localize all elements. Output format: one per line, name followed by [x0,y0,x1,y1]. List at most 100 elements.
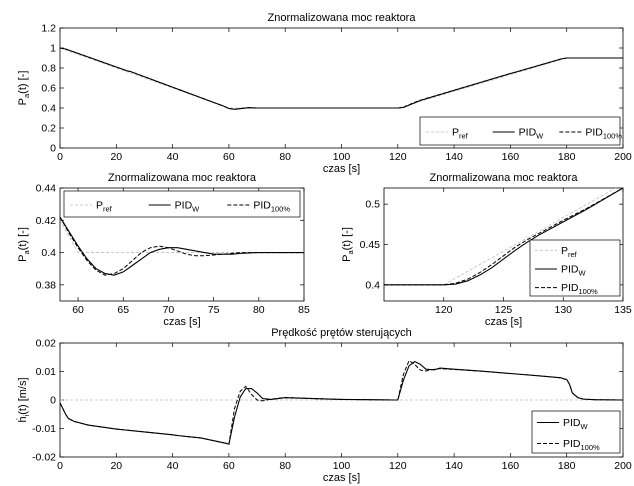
x-tick-label: 140 [445,151,463,163]
series-group [60,216,304,276]
y-axis-label-main: ḣ [16,416,29,422]
x-tick-label: 100 [333,151,351,163]
series-line-pid-100- [60,216,304,276]
x-tick-label: 200 [614,460,632,472]
x-axis-label: czas [s] [485,316,522,328]
y-tick-label: 0.01 [36,366,57,378]
legend-label-sub: 100% [579,287,599,296]
x-tick-label: 120 [389,151,407,163]
legend-label-main: PID [175,200,193,212]
series-group [60,359,623,445]
x-tick-label: 80 [279,151,291,163]
y-tick-label: 0.4 [41,103,56,115]
x-tick-label: 20 [110,460,122,472]
legend-box [63,190,301,218]
legend-label: PID100% [585,127,622,141]
y-axis-label-group: Pa(t) [-] [17,71,31,106]
x-tick-label: 20 [110,151,122,163]
x-tick-label: 80 [279,460,291,472]
y-tick-label: 0.38 [36,279,57,291]
legend-label-sub: ref [568,250,578,259]
legend-box [531,410,621,454]
legend-box [529,239,621,297]
y-tick-label: -0.01 [32,423,56,435]
x-tick-label: 130 [554,304,572,316]
y-tick-label: 0.6 [41,83,56,95]
legend-label-main: PID [253,200,271,212]
y-tick-label: 0.4 [365,279,380,291]
x-tick-label: 85 [298,304,310,316]
x-tick-label: 120 [435,304,453,316]
y-axis-label: ḣi(t) [m/s] [16,377,31,422]
legend-box [419,116,621,146]
x-tick-label: 60 [223,460,235,472]
y-tick-label: 0.4 [41,247,56,259]
legend-label: PIDW [175,200,201,214]
y-tick-label: 0.44 [36,183,57,195]
x-axis-label: czas [s] [163,316,200,328]
y-axis-label-main: P [341,255,353,262]
legend-label-main: PID [561,282,579,294]
x-tick-label: 180 [558,151,576,163]
legend-label-main: P [561,245,568,257]
legend-label: PID100% [563,438,600,452]
x-tick-label: 75 [208,304,220,316]
y-tick-label: 0.5 [365,199,380,211]
legend-label: Pref [96,200,113,214]
series-line-p-ref [60,220,304,253]
chart-title: Znormalizowana moc reaktora [430,172,579,184]
series-line-p-ref [384,188,617,286]
x-tick-label: 140 [445,460,463,472]
y-tick-label: 0.02 [36,338,57,350]
legend-label: PID100% [561,282,598,296]
y-tick-label: 0.42 [36,215,57,227]
legend-label: PIDW [519,127,545,141]
chart-4: Prędkość prętów sterujących 0 20 40 60 80 100 1… [16,327,632,484]
x-tick-label: 100 [333,460,351,472]
x-tick-label: 40 [167,460,179,472]
legend-label: PID100% [253,200,290,214]
x-tick-label: 60 [72,304,84,316]
y-axis-label-sub: a [22,250,31,255]
legend-label-main: P [452,127,459,139]
y-tick-label: 0 [50,143,56,155]
chart-title: Znormalizowana moc reaktora [268,12,417,24]
x-tick-label: 65 [117,304,129,316]
y-tick-label: 0.2 [41,123,56,135]
chart-1: Znormalizowana moc reaktora 0 20 40 60 80 100 1… [17,12,632,175]
y-axis-label-main: P [17,255,29,262]
chart-2: Znormalizowana moc reaktora 60 65 70 75 80 85 0… [17,172,310,328]
chart-title: Znormalizowana moc reaktora [108,172,257,184]
legend-label-sub: W [536,132,544,141]
series-line-pid-w [384,188,623,286]
legend-label-sub: W [579,269,587,278]
y-axis-label: Pa(t) [-] [341,227,355,262]
legend: Pref PIDW PID100% [63,190,301,218]
x-tick-label: 60 [223,151,235,163]
x-tick-label: 125 [495,304,513,316]
chart-title: Prędkość prętów sterujących [271,327,412,339]
x-tick-label: 40 [167,151,179,163]
legend: PIDW PID100% [531,410,621,454]
y-tick-label: 0.8 [41,63,56,75]
x-tick-label: 160 [502,151,520,163]
series-line-pid-100- [60,47,623,110]
legend-label: Pref [561,245,578,259]
y-tick-label: 0 [50,395,56,407]
y-axis-label-sub: i [22,414,31,416]
series-group [60,47,623,110]
y-axis-label-group: ḣi(t) [m/s] [16,377,31,422]
legend-label: PIDW [561,264,587,278]
legend-label-main: PID [561,264,579,276]
y-axis-label-tail: (t) [-] [17,71,29,94]
legend-label-sub: ref [103,205,113,214]
x-tick-label: 80 [253,304,265,316]
x-tick-label: 0 [57,151,63,163]
legend-label: PIDW [563,417,589,431]
y-tick-label: 1.2 [41,23,56,35]
x-axis-label: czas [s] [323,472,360,484]
legend-label-main: P [96,200,103,212]
x-tick-label: 180 [558,460,576,472]
